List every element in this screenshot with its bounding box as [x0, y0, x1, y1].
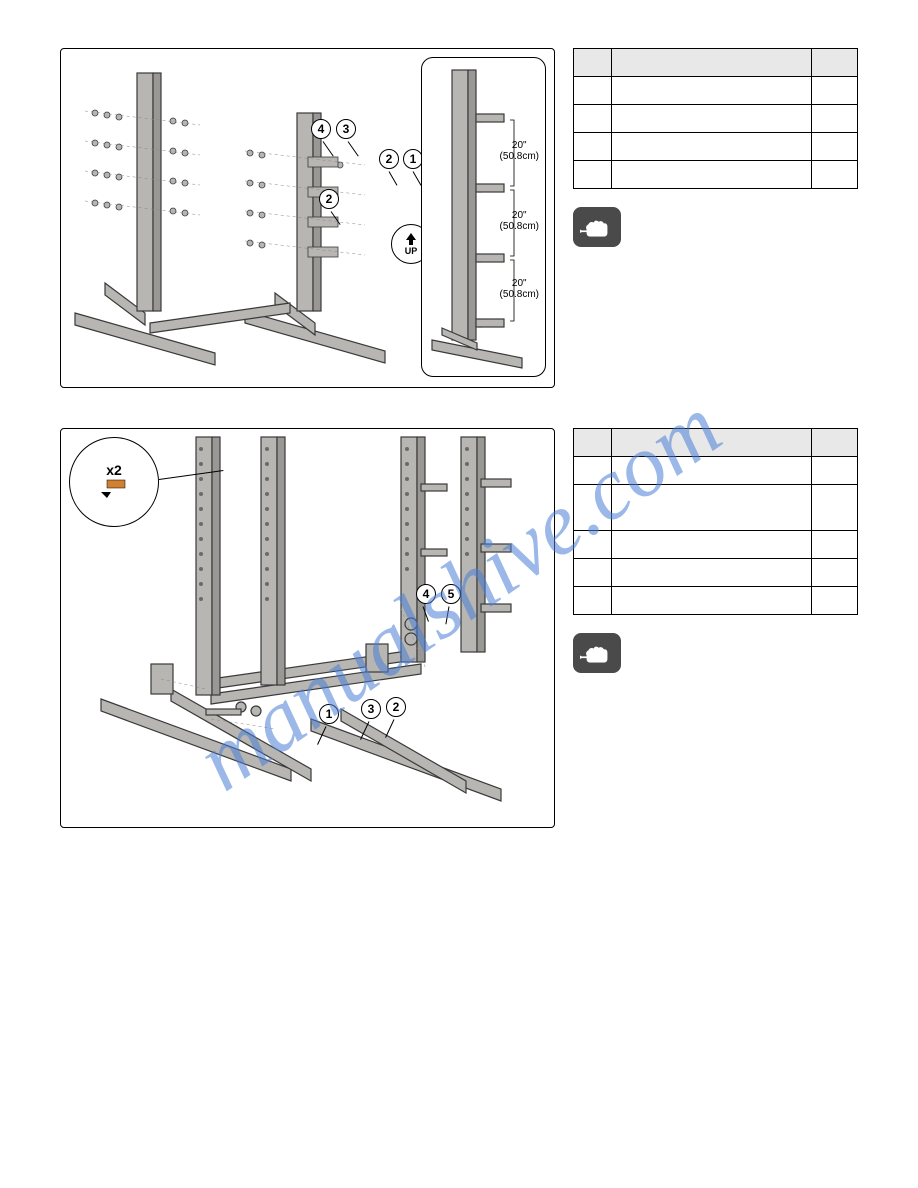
- table-row: [574, 77, 858, 105]
- rack-illustration-1: [65, 53, 425, 383]
- table-row: [574, 485, 858, 531]
- table-header-row: [574, 49, 858, 77]
- callout-3: 3: [336, 119, 356, 139]
- table-row: [574, 161, 858, 189]
- warning-label-icon: [99, 478, 129, 502]
- table-row: [574, 105, 858, 133]
- detail-inset: 20" (50.8cm) 20" (50.8cm) 20" (50.8cm): [421, 57, 546, 377]
- callout-2a: 2: [379, 149, 399, 169]
- fist-icon: [580, 638, 614, 668]
- hand-tighten-icon: [573, 207, 621, 247]
- callout-4-b: 4: [416, 584, 436, 604]
- x2-label: x2: [106, 462, 122, 478]
- callout-2b: 2: [319, 189, 339, 209]
- table-row: [574, 531, 858, 559]
- table-row: [574, 457, 858, 485]
- callout-1: 1: [403, 149, 423, 169]
- callout-3-b: 3: [361, 699, 381, 719]
- step-section-2: x2 4 5 1 3 2: [60, 428, 858, 828]
- dim-3: 20" (50.8cm): [500, 278, 539, 300]
- parts-column-2: [573, 428, 858, 828]
- table-row: [574, 587, 858, 615]
- dim-2: 20" (50.8cm): [500, 210, 539, 232]
- callout-4: 4: [311, 119, 331, 139]
- fist-icon: [580, 212, 614, 242]
- table-row: [574, 559, 858, 587]
- x2-detail-circle: x2: [69, 437, 159, 527]
- dim-1: 20" (50.8cm): [500, 140, 539, 162]
- parts-table-1: [573, 48, 858, 189]
- assembly-diagram-2: x2 4 5 1 3 2: [60, 428, 555, 828]
- callout-1-b: 1: [319, 704, 339, 724]
- callout-5: 5: [441, 584, 461, 604]
- parts-table-2: [573, 428, 858, 615]
- assembly-diagram-1: 4 3 2 1 2 UP X8: [60, 48, 555, 388]
- arrow-up-icon: [404, 232, 418, 246]
- step-section-1: 4 3 2 1 2 UP X8: [60, 48, 858, 388]
- callout-2-b: 2: [386, 697, 406, 717]
- table-header-row: [574, 429, 858, 457]
- parts-column-1: [573, 48, 858, 388]
- hand-tighten-icon: [573, 633, 621, 673]
- table-row: [574, 133, 858, 161]
- manual-page: manualshive.com: [0, 0, 918, 1188]
